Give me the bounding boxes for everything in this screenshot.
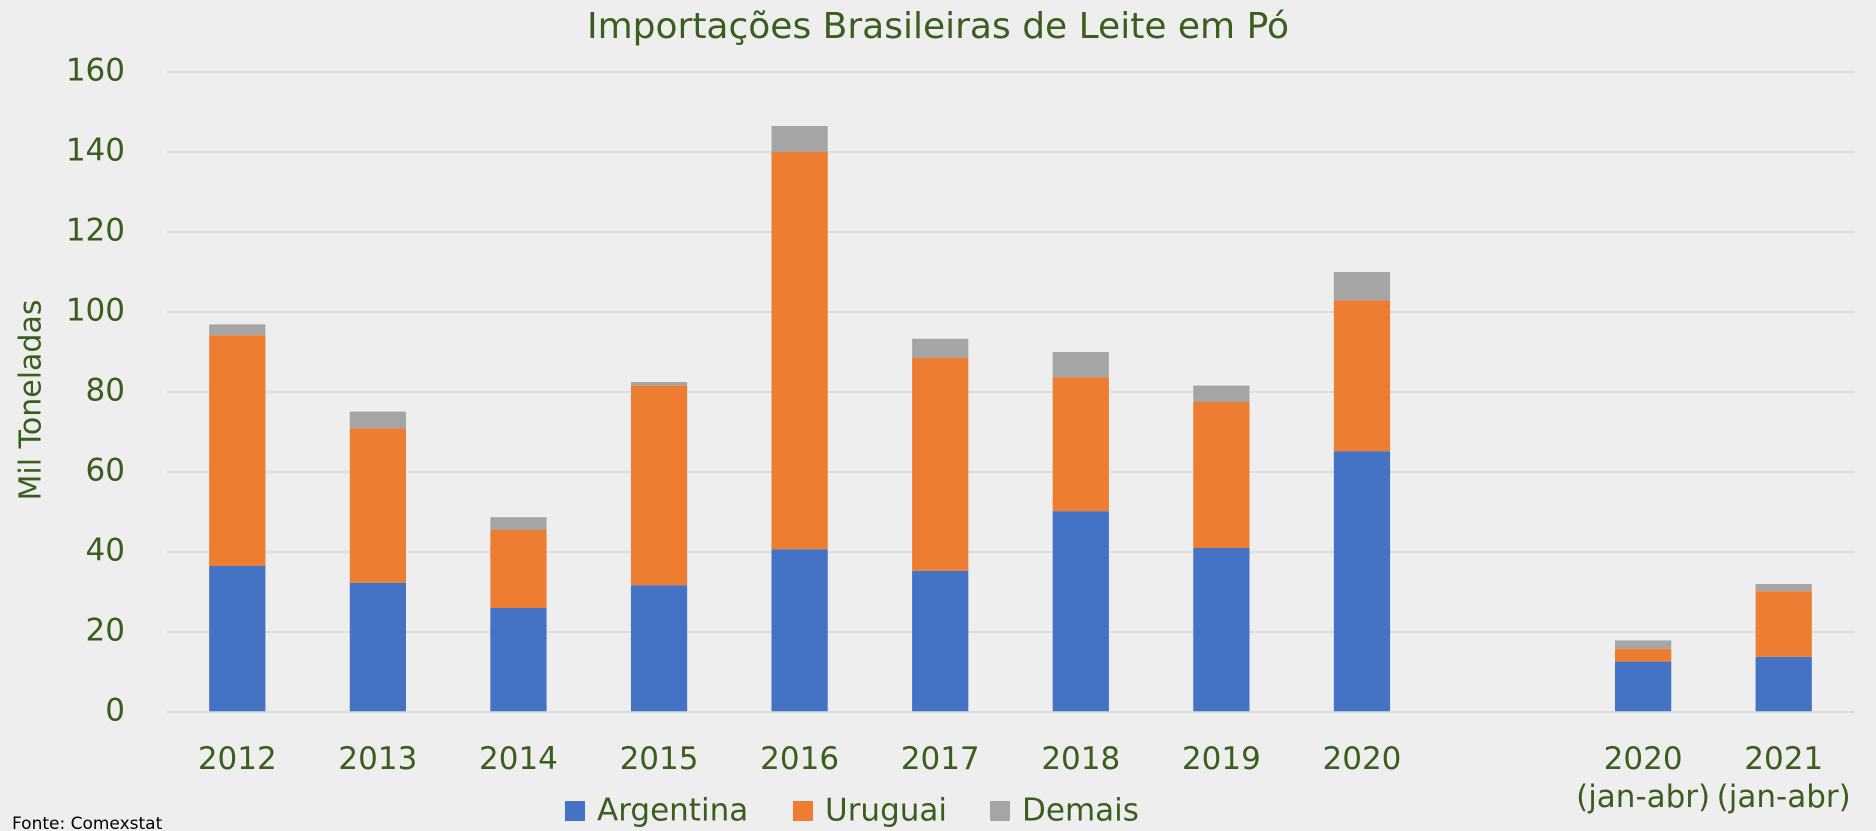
x-tick-label: 2015 xyxy=(619,741,699,777)
bar-segment xyxy=(912,358,969,571)
bar-segment xyxy=(349,582,406,712)
legend-swatch xyxy=(990,801,1010,821)
bar-segment xyxy=(1052,352,1109,378)
x-tick-label: 2020 xyxy=(1322,741,1402,777)
bar-segment xyxy=(209,335,266,566)
bar-segment xyxy=(490,608,547,712)
bar-segment xyxy=(1333,451,1391,712)
x-tick-label: 2018 xyxy=(1041,741,1121,777)
x-tick-label: 2016 xyxy=(760,741,840,777)
bar-segment xyxy=(630,382,688,386)
y-tick-label: 20 xyxy=(86,613,125,649)
source-note: Fonte: Comexstat xyxy=(12,814,163,831)
bar-segment xyxy=(1755,591,1812,657)
x-tick-label: 2020 (jan-abr) xyxy=(1576,741,1711,815)
x-tick-label: 2014 xyxy=(479,741,558,777)
bar-segment xyxy=(771,126,828,152)
y-tick-label: 120 xyxy=(66,213,125,249)
bar-segment xyxy=(1333,300,1391,452)
bar-segment xyxy=(771,152,828,550)
bar-segment xyxy=(1052,377,1109,512)
bar-segment xyxy=(1615,648,1672,662)
bar-segment xyxy=(490,517,547,530)
bar-segment xyxy=(1193,402,1250,548)
y-tick-label: 60 xyxy=(86,453,125,489)
bar-segment xyxy=(1615,640,1672,649)
legend-label: Uruguai xyxy=(825,793,947,829)
bar-segment xyxy=(912,570,969,712)
x-tick-label: 2017 xyxy=(900,741,980,777)
x-tick-label: 2019 xyxy=(1181,741,1261,777)
y-tick-label: 140 xyxy=(66,133,125,169)
bar-segment xyxy=(771,549,828,712)
bar-segment xyxy=(209,566,266,712)
bar-segment xyxy=(490,530,547,608)
y-axis-label: Mil Toneladas xyxy=(14,300,49,501)
bar-segment xyxy=(209,324,266,336)
bar-segment xyxy=(1052,511,1109,712)
y-tick-label: 40 xyxy=(86,533,125,569)
x-tick-label: 2021 (jan-abr) xyxy=(1716,741,1851,815)
legend-label: Demais xyxy=(1022,793,1139,829)
bar-segment xyxy=(349,411,406,429)
legend-swatch xyxy=(565,801,585,821)
bar-segment xyxy=(630,585,688,712)
legend-swatch xyxy=(793,801,813,821)
bar-segment xyxy=(1333,272,1391,301)
y-tick-label: 160 xyxy=(66,53,125,89)
chart-title: Importações Brasileiras de Leite em Pó xyxy=(587,6,1289,47)
x-tick-label: 2012 xyxy=(197,741,277,777)
bar-segment xyxy=(1755,656,1812,712)
bar-segment xyxy=(349,428,406,583)
y-tick-label: 80 xyxy=(86,373,125,409)
y-tick-label: 0 xyxy=(105,693,125,729)
legend-label: Argentina xyxy=(597,793,748,829)
bar-segment xyxy=(1193,385,1250,402)
y-tick-label: 100 xyxy=(66,293,125,329)
bar-segment xyxy=(912,338,969,358)
bar-segment xyxy=(630,385,688,586)
bar-segment xyxy=(1615,661,1672,712)
bar-segment xyxy=(1193,548,1250,712)
bar-segment xyxy=(1755,584,1812,592)
x-tick-label: 2013 xyxy=(338,741,418,777)
